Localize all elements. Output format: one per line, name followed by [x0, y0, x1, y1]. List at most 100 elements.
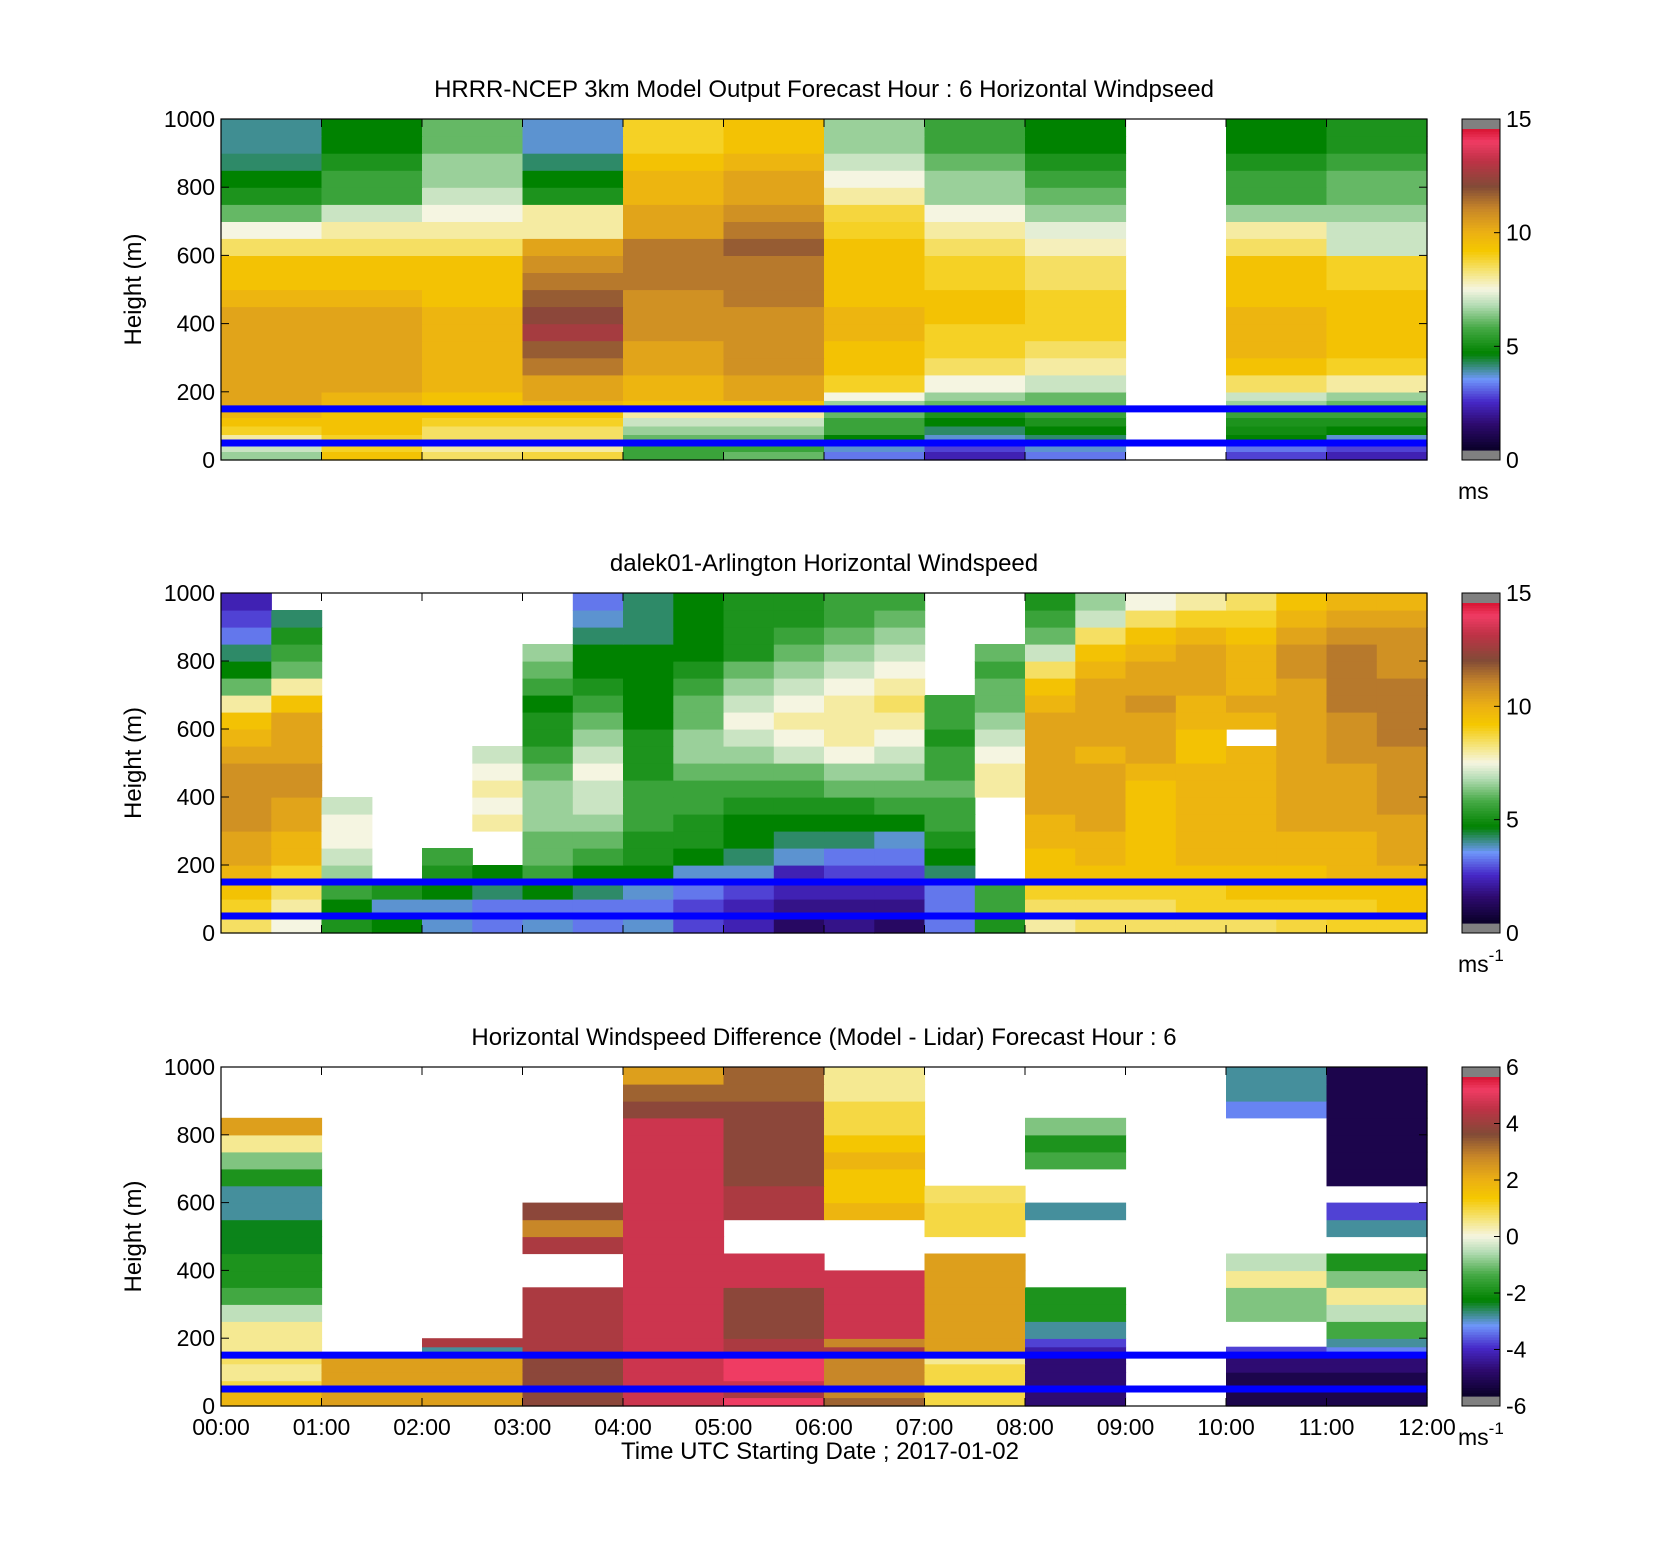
heatmap-cell	[472, 780, 524, 798]
heatmap-cell	[1326, 1380, 1428, 1390]
colorbar-swatch	[1462, 361, 1500, 365]
heatmap-cell	[1075, 746, 1127, 764]
heatmap-cell	[623, 1253, 725, 1272]
heatmap-cell	[824, 1117, 926, 1136]
heatmap-cell	[874, 729, 926, 747]
heatmap-cell	[1326, 1304, 1428, 1322]
heatmap-cell	[924, 695, 976, 713]
heatmap-cell	[1376, 746, 1428, 764]
heatmap-cell	[1226, 763, 1277, 781]
heatmap-cell	[623, 434, 725, 444]
heatmap-cell	[1226, 1304, 1328, 1322]
y-tick-label: 0	[202, 920, 215, 946]
colorbar-swatch	[1462, 803, 1500, 807]
colorbar-swatch	[1462, 1297, 1500, 1301]
colorbar-swatch	[1462, 787, 1500, 791]
colorbar-cap	[1462, 119, 1500, 129]
heatmap-cell	[1326, 1134, 1428, 1153]
colorbar-swatch	[1462, 848, 1500, 852]
heatmap-cell	[522, 1372, 624, 1382]
y-tick-label: 800	[177, 648, 215, 674]
heatmap-cell	[1175, 678, 1227, 696]
colorbar-swatch	[1462, 875, 1500, 879]
heatmap-cell	[522, 848, 574, 866]
y-axis-label: Height (m)	[120, 707, 147, 819]
heatmap-cell	[422, 417, 524, 427]
heatmap-cell	[773, 882, 825, 900]
colorbar-swatch	[1462, 749, 1500, 753]
heatmap-cell	[271, 695, 323, 713]
heatmap-cell	[824, 1372, 926, 1382]
heatmap-cell	[723, 153, 825, 171]
heatmap-cell	[623, 661, 674, 679]
heatmap-cell	[824, 695, 875, 713]
colorbar-swatch	[1462, 643, 1500, 647]
heatmap-cell	[422, 425, 524, 435]
heatmap-cell	[623, 417, 725, 427]
heatmap-cell	[824, 1100, 926, 1119]
heatmap-cell	[1025, 661, 1076, 679]
heatmap-cell	[824, 1084, 926, 1102]
heatmap-cell	[1276, 746, 1328, 764]
heatmap-cell	[623, 746, 674, 764]
heatmap-cell	[824, 187, 926, 205]
heatmap-cell	[1175, 882, 1227, 900]
heatmap-cell	[924, 425, 1026, 435]
colorbar-frame	[1461, 592, 1501, 934]
heatmap-cell	[673, 712, 725, 730]
heatmap-cell	[1226, 695, 1277, 713]
heatmap-cell	[1125, 661, 1177, 679]
colorbar-swatch	[1462, 744, 1500, 748]
heatmap-cell	[422, 119, 524, 137]
colorbar-swatch	[1462, 284, 1500, 288]
colorbar-swatch	[1462, 1143, 1500, 1147]
colorbar-swatch	[1462, 811, 1500, 815]
heatmap-cell	[1175, 814, 1227, 832]
panel-2: dalek01-Arlington Horizontal Windspeed He…	[120, 550, 1532, 977]
heatmap-cell	[924, 255, 1026, 273]
colorbar-swatch	[1462, 619, 1500, 623]
heatmap-cell	[723, 400, 825, 410]
heatmap-cell	[1226, 1380, 1328, 1390]
colorbar-swatch	[1462, 1302, 1500, 1307]
colorbar-swatch	[1462, 254, 1500, 258]
heatmap-cell	[221, 306, 323, 325]
heatmap-cell	[572, 763, 624, 781]
colorbar-swatch	[1462, 1385, 1500, 1389]
heatmap-cell	[1175, 763, 1227, 781]
colorbar-swatch	[1462, 436, 1500, 440]
heatmap-cell	[874, 916, 926, 934]
heatmap-cell	[1376, 865, 1428, 883]
heatmap-cell	[924, 1380, 1026, 1390]
heatmap-cell	[824, 170, 926, 188]
colorbar-swatch	[1462, 899, 1500, 903]
heatmap-cell	[723, 170, 825, 188]
colorbar-swatch	[1462, 653, 1500, 657]
heatmap-cell	[1125, 899, 1177, 917]
colorbar-swatch	[1462, 723, 1500, 727]
heatmap-cell	[1025, 434, 1127, 444]
colorbar-swatch	[1462, 206, 1500, 210]
heatmap-cell	[723, 1338, 825, 1348]
heatmap-cell	[1326, 1321, 1428, 1339]
heatmap-cell	[773, 831, 825, 849]
heatmap-cell	[824, 1287, 926, 1305]
heatmap-cell	[1326, 593, 1378, 611]
colorbar-swatch	[1462, 696, 1500, 700]
heatmap-cell	[1125, 848, 1177, 866]
heatmap-cell	[824, 661, 875, 679]
heatmap-cell	[422, 374, 524, 393]
colorbar-swatch	[1462, 340, 1500, 344]
colorbar-swatch	[1462, 1268, 1500, 1272]
heatmap-cell	[623, 1185, 725, 1204]
heatmap-cell	[1276, 814, 1328, 832]
heatmap-cell	[221, 442, 323, 452]
colorbar-unit: ms-1	[1458, 1419, 1504, 1450]
heatmap-cell	[221, 1372, 323, 1382]
colorbar-swatch	[1462, 835, 1500, 839]
colorbar-swatch	[1462, 1231, 1500, 1235]
heatmap-cell	[1226, 593, 1277, 611]
heatmap-cell	[1175, 797, 1227, 815]
heatmap-cell	[1226, 289, 1328, 308]
heatmap-cell	[321, 187, 423, 205]
